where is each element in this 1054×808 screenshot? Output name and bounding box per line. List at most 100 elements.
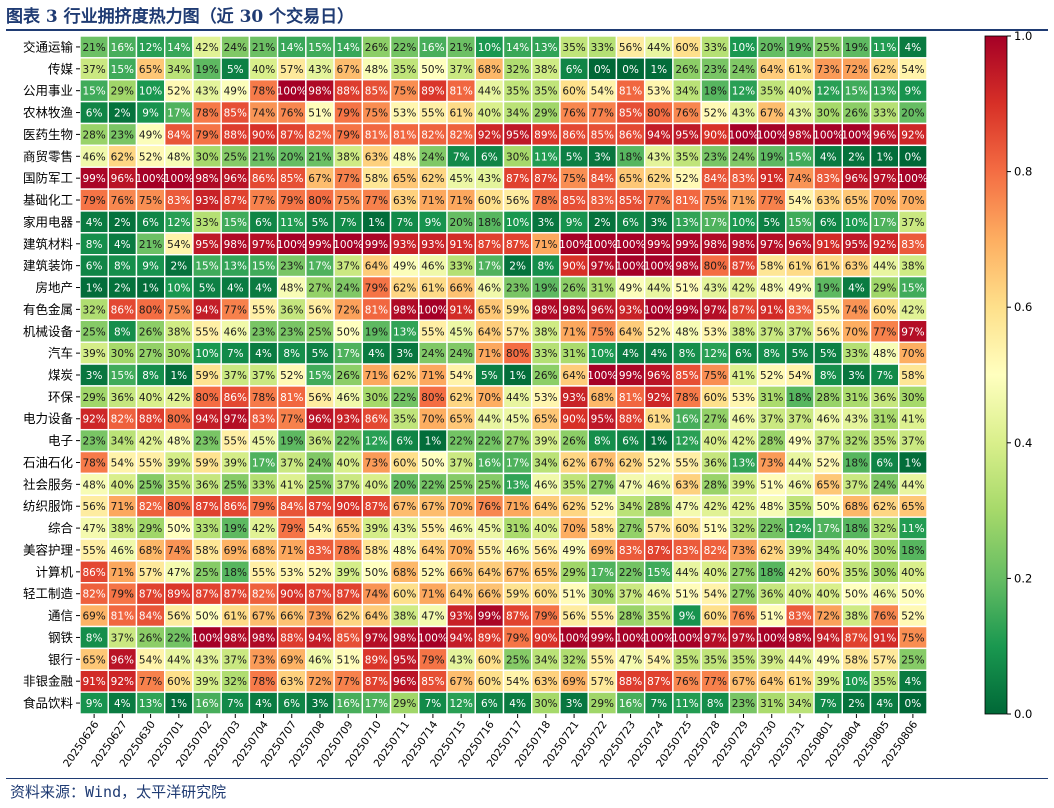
- cell-value-label: 38%: [167, 326, 190, 338]
- cell-value-label: 77%: [139, 676, 162, 688]
- cell-value-label: 49%: [562, 545, 585, 557]
- x-axis-labels: 2025062620250627202506302025070120250702…: [61, 714, 921, 770]
- cell-value-label: 34%: [619, 501, 642, 513]
- cell-value-label: 77%: [224, 304, 247, 316]
- cell-value-label: 63%: [534, 676, 557, 688]
- cell-value-label: 51%: [337, 654, 360, 666]
- cell-value-label: 76%: [732, 611, 755, 623]
- cell-value-label: 81%: [111, 611, 134, 623]
- cell-value-label: 34%: [534, 457, 557, 469]
- cell-value-label: 18%: [788, 392, 811, 404]
- cell-value-label: 39%: [365, 523, 388, 535]
- cell-value-label: 35%: [506, 86, 529, 98]
- cell-value-label: 16%: [111, 42, 134, 54]
- cell-value-label: 62%: [619, 457, 642, 469]
- cell-value-label: 60%: [534, 589, 557, 601]
- cell-value-label: 3%: [86, 370, 103, 382]
- cell-value-label: 24%: [421, 348, 444, 360]
- cell-value-label: 98%: [675, 261, 698, 273]
- cell-value-label: 55%: [421, 108, 444, 120]
- cell-value-label: 7%: [876, 370, 893, 382]
- cell-value-label: 78%: [337, 545, 360, 557]
- cell-value-label: 70%: [845, 326, 868, 338]
- cell-value-label: 97%: [365, 632, 388, 644]
- cell-value-label: 15%: [252, 261, 275, 273]
- cell-value-label: 24%: [732, 151, 755, 163]
- cell-value-label: 83%: [675, 545, 698, 557]
- cell-value-label: 37%: [788, 414, 811, 426]
- cell-value-label: 56%: [534, 545, 557, 557]
- cell-value-label: 98%: [393, 304, 416, 316]
- cell-value-label: 4%: [86, 217, 103, 229]
- cell-value-label: 76%: [478, 501, 501, 513]
- cell-value-label: 37%: [280, 457, 303, 469]
- cell-value-label: 25%: [901, 654, 924, 666]
- cell-value-label: 54%: [139, 654, 162, 666]
- cell-value-label: 47%: [619, 479, 642, 491]
- cell-value-label: 8%: [679, 348, 696, 360]
- cell-value-label: 32%: [873, 523, 896, 535]
- cell-value-label: 71%: [421, 195, 444, 207]
- cell-value-label: 30%: [591, 589, 614, 601]
- cell-value-label: 86%: [82, 567, 105, 579]
- cell-value-label: 100%: [757, 632, 787, 644]
- cell-value-label: 84%: [591, 173, 614, 185]
- cell-value-label: 8%: [763, 348, 780, 360]
- cell-value-label: 91%: [760, 173, 783, 185]
- cell-value-label: 71%: [732, 195, 755, 207]
- title-rule: [6, 29, 1048, 31]
- cell-value-label: 10%: [167, 283, 190, 295]
- cell-value-label: 91%: [873, 632, 896, 644]
- cell-value-label: 93%: [562, 392, 585, 404]
- cell-value-label: 75%: [365, 108, 388, 120]
- cell-value-label: 10%: [478, 42, 501, 54]
- cell-value-label: 48%: [167, 151, 190, 163]
- cell-value-label: 35%: [534, 86, 557, 98]
- cell-value-label: 65%: [82, 654, 105, 666]
- cell-value-label: 6%: [820, 217, 837, 229]
- cell-value-label: 9%: [566, 217, 583, 229]
- cell-value-label: 6%: [622, 436, 639, 448]
- cell-value-label: 59%: [195, 457, 218, 469]
- cell-value-label: 1%: [170, 698, 187, 710]
- cell-value-label: 30%: [873, 545, 896, 557]
- cell-value-label: 52%: [647, 326, 670, 338]
- cell-value-label: 13%: [873, 86, 896, 98]
- cell-value-label: 29%: [534, 108, 557, 120]
- cell-value-label: 92%: [478, 129, 501, 141]
- y-tick-label: 环保: [48, 389, 74, 404]
- cell-value-label: 40%: [788, 589, 811, 601]
- cell-value-label: 52%: [647, 457, 670, 469]
- cell-value-label: 58%: [365, 545, 388, 557]
- cell-value-label: 42%: [195, 42, 218, 54]
- cell-value-label: 87%: [506, 173, 529, 185]
- cell-value-label: 71%: [421, 589, 444, 601]
- colorbar-tick-label: 0.0: [1014, 707, 1032, 721]
- cell-value-label: 27%: [619, 523, 642, 535]
- y-tick-label: 综合: [48, 521, 74, 536]
- cell-value-label: 79%: [421, 654, 444, 666]
- cell-value-label: 64%: [478, 326, 501, 338]
- cell-value-label: 12%: [675, 436, 698, 448]
- cell-value-label: 26%: [562, 436, 585, 448]
- cell-value-label: 33%: [704, 42, 727, 54]
- cell-value-label: 36%: [308, 436, 331, 448]
- cell-value-label: 83%: [308, 545, 331, 557]
- cell-value-label: 27%: [139, 348, 162, 360]
- cell-value-label: 80%: [647, 108, 670, 120]
- cell-value-label: 27%: [732, 589, 755, 601]
- cell-value-label: 32%: [506, 64, 529, 76]
- cell-value-label: 21%: [82, 42, 105, 54]
- cell-value-label: 23%: [732, 698, 755, 710]
- cell-value-label: 23%: [280, 261, 303, 273]
- cell-value-label: 95%: [845, 239, 868, 251]
- cell-value-label: 25%: [224, 479, 247, 491]
- cell-value-label: 62%: [562, 501, 585, 513]
- cell-value-label: 45%: [449, 326, 472, 338]
- cell-value-label: 9%: [142, 261, 159, 273]
- cell-value-label: 55%: [224, 436, 247, 448]
- cell-value-label: 25%: [308, 326, 331, 338]
- cell-value-label: 63%: [675, 479, 698, 491]
- y-tick-label: 银行: [48, 652, 73, 667]
- cell-value-label: 3%: [566, 698, 583, 710]
